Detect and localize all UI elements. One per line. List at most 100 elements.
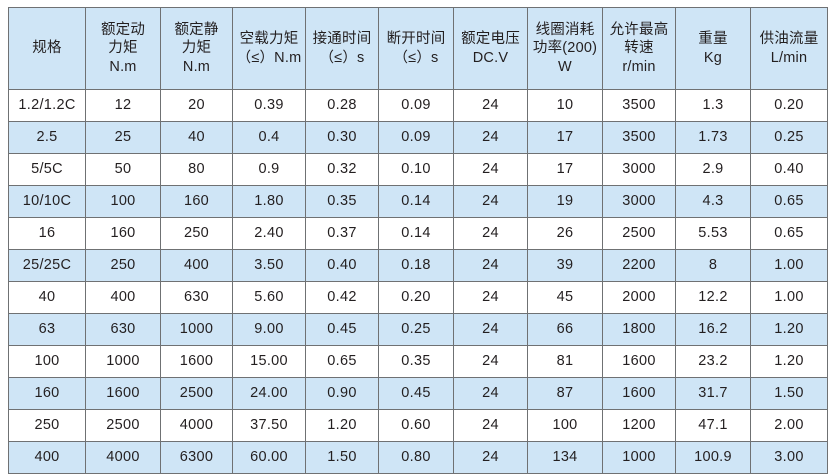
cell-max_speed: 1600 (602, 377, 676, 410)
cell-idle_torque: 0.39 (232, 89, 306, 122)
table-row: 25/25C 250 400 3.50 0.40 0.18 24 39 2200 8 1.00 (8, 249, 828, 282)
cell-release_time: 0.60 (378, 409, 454, 442)
column-header-max_speed-line-2: r/min (622, 58, 656, 75)
cell-spec: 100 (8, 345, 86, 378)
column-header-rated_voltage: 额定电压 DC.V (453, 7, 528, 90)
cell-engage_time: 0.30 (305, 121, 379, 154)
cell-max_speed: 3500 (602, 89, 676, 122)
column-header-rated_static-line-2: N.m (182, 58, 211, 75)
cell-oil_flow: 0.25 (750, 121, 828, 154)
cell-rated_dynamic: 400 (85, 281, 161, 314)
cell-max_speed: 3500 (602, 121, 676, 154)
cell-spec: 5/5C (8, 153, 86, 186)
cell-max_speed: 1800 (602, 313, 676, 346)
cell-idle_torque: 2.40 (232, 217, 306, 250)
cell-max_speed: 3000 (602, 185, 676, 218)
cell-rated_dynamic: 2500 (85, 409, 161, 442)
cell-weight: 12.2 (675, 281, 751, 314)
cell-engage_time: 0.37 (305, 217, 379, 250)
cell-coil_power: 26 (527, 217, 603, 250)
table-row: 10/10C 100 160 1.80 0.35 0.14 24 19 3000 4.3 0.65 (8, 185, 828, 218)
cell-engage_time: 0.40 (305, 249, 379, 282)
cell-oil_flow: 1.00 (750, 281, 828, 314)
cell-rated_static: 630 (160, 281, 233, 314)
cell-rated_dynamic: 50 (85, 153, 161, 186)
table-row: 5/5C 50 80 0.9 0.32 0.10 24 17 3000 2.9 0.40 (8, 153, 828, 186)
cell-weight: 31.7 (675, 377, 751, 410)
cell-rated_voltage: 24 (453, 409, 528, 442)
cell-spec: 16 (8, 217, 86, 250)
cell-rated_voltage: 24 (453, 185, 528, 218)
cell-rated_voltage: 24 (453, 249, 528, 282)
cell-release_time: 0.14 (378, 217, 454, 250)
cell-weight: 8 (675, 249, 751, 282)
cell-rated_static: 1000 (160, 313, 233, 346)
cell-engage_time: 0.65 (305, 345, 379, 378)
column-header-rated_static-line-1: 力矩 (181, 40, 212, 57)
cell-spec: 250 (8, 409, 86, 442)
cell-weight: 5.53 (675, 217, 751, 250)
cell-rated_static: 400 (160, 249, 233, 282)
cell-max_speed: 1200 (602, 409, 676, 442)
column-header-engage_time-line-0: 接通时间 (312, 30, 372, 47)
column-header-engage_time-line-1: （≤）s (319, 49, 365, 66)
cell-rated_voltage: 24 (453, 345, 528, 378)
column-header-idle_torque-line-1: （≤）N.m (236, 49, 302, 66)
column-header-rated_dynamic-line-2: N.m (109, 58, 137, 75)
cell-oil_flow: 1.20 (750, 345, 828, 378)
cell-rated_dynamic: 250 (85, 249, 161, 282)
column-header-release_time: 断开时间 （≤）s (378, 7, 454, 90)
cell-rated_voltage: 24 (453, 217, 528, 250)
cell-coil_power: 66 (527, 313, 603, 346)
cell-rated_static: 2500 (160, 377, 233, 410)
column-header-oil_flow: 供油流量 L/min (750, 7, 828, 90)
cell-rated_static: 250 (160, 217, 233, 250)
cell-rated_voltage: 24 (453, 153, 528, 186)
column-header-idle_torque-line-0: 空载力矩 (239, 30, 299, 47)
cell-release_time: 0.09 (378, 89, 454, 122)
column-header-oil_flow-line-0: 供油流量 (759, 30, 819, 47)
table-row: 63 630 1000 9.00 0.45 0.25 24 66 1800 16.2 1.20 (8, 313, 828, 346)
cell-max_speed: 3000 (602, 153, 676, 186)
cell-release_time: 0.09 (378, 121, 454, 154)
cell-rated_static: 160 (160, 185, 233, 218)
cell-idle_torque: 37.50 (232, 409, 306, 442)
column-header-spec-line-0: 规格 (32, 40, 62, 57)
column-header-rated_voltage-line-0: 额定电压 (461, 30, 520, 47)
cell-spec: 63 (8, 313, 86, 346)
cell-oil_flow: 0.20 (750, 89, 828, 122)
column-header-coil_power-line-0: 线圈消耗 (535, 21, 595, 38)
cell-rated_static: 4000 (160, 409, 233, 442)
cell-spec: 2.5 (8, 121, 86, 154)
column-header-weight-line-0: 重量 (698, 30, 728, 47)
cell-oil_flow: 0.65 (750, 185, 828, 218)
cell-rated_dynamic: 25 (85, 121, 161, 154)
cell-weight: 1.3 (675, 89, 751, 122)
cell-oil_flow: 1.20 (750, 313, 828, 346)
cell-oil_flow: 0.40 (750, 153, 828, 186)
cell-coil_power: 87 (527, 377, 603, 410)
table-row: 40 400 630 5.60 0.42 0.20 24 45 2000 12.2 1.00 (8, 281, 828, 314)
cell-release_time: 0.45 (378, 377, 454, 410)
specification-table: 规格 额定动 力矩 N.m 额定静 力矩 N.m 空载力矩 （≤）N.m 接通时间 （≤）s 断开时间… (8, 7, 828, 474)
column-header-max_speed: 允许最高 转速 r/min (602, 7, 676, 90)
cell-rated_dynamic: 100 (85, 185, 161, 218)
cell-spec: 25/25C (8, 249, 86, 282)
cell-release_time: 0.20 (378, 281, 454, 314)
column-header-weight-line-1: Kg (703, 49, 723, 66)
cell-spec: 40 (8, 281, 86, 314)
cell-rated_static: 1600 (160, 345, 233, 378)
cell-idle_torque: 24.00 (232, 377, 306, 410)
cell-release_time: 0.18 (378, 249, 454, 282)
cell-coil_power: 100 (527, 409, 603, 442)
cell-idle_torque: 1.80 (232, 185, 306, 218)
cell-idle_torque: 0.4 (232, 121, 306, 154)
table-row: 100 1000 1600 15.00 0.65 0.35 24 81 1600 23.2 1.20 (8, 345, 828, 378)
cell-rated_dynamic: 630 (85, 313, 161, 346)
table-row: 16 160 250 2.40 0.37 0.14 24 26 2500 5.53 0.65 (8, 217, 828, 250)
cell-engage_time: 0.28 (305, 89, 379, 122)
cell-engage_time: 0.32 (305, 153, 379, 186)
cell-idle_torque: 3.50 (232, 249, 306, 282)
cell-spec: 10/10C (8, 185, 86, 218)
cell-idle_torque: 15.00 (232, 345, 306, 378)
